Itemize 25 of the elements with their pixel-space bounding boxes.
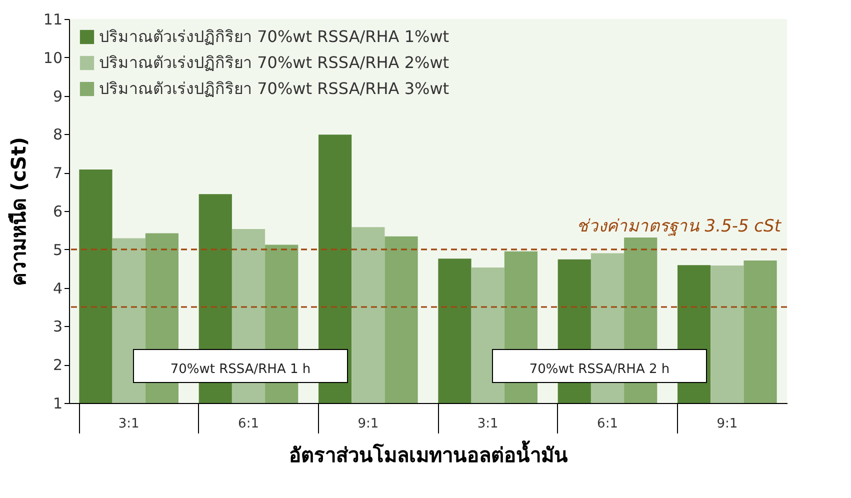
y-tick-label: 9	[52, 87, 62, 106]
y-tick-label: 1	[52, 394, 62, 412]
legend-label: ปริมาณตัวเร่งปฏิกิริยา 70%wt RSSA/RHA 3%wt	[99, 79, 450, 98]
y-tick-label: 5	[52, 240, 62, 259]
y-tick-label: 8	[52, 126, 62, 144]
x-tick-label: 6:1	[597, 416, 618, 432]
x-axis-title: อัตราส่วนโมลเมทานอลต่อน้ำมัน	[289, 440, 568, 467]
y-tick-label: 2	[52, 356, 62, 374]
x-tick-label: 9:1	[358, 416, 379, 432]
y-tick-label: 4	[52, 279, 62, 298]
x-tick-label: 3:1	[477, 416, 498, 432]
label-box: 70%wt RSSA/RHA 1 h	[132, 349, 348, 383]
x-tick-label: 6:1	[238, 416, 259, 432]
y-tick-label: 11	[43, 10, 62, 28]
legend-label: ปริมาณตัวเร่งปฏิกิริยา 70%wt RSSA/RHA 1%wt	[99, 27, 450, 46]
y-tick-label: 3	[52, 318, 62, 336]
y-axis-title: ความหนืด (cSt)	[6, 136, 30, 286]
legend-label: ปริมาณตัวเร่งปฏิกิริยา 70%wt RSSA/RHA 2%wt	[99, 53, 450, 72]
ref-line-label: ช่วงค่ามาตรฐาน 3.5-5 cSt	[576, 216, 782, 236]
x-tick-label: 3:1	[118, 416, 140, 432]
y-tick-label: 6	[52, 202, 62, 220]
label-box: 70%wt RSSA/RHA 2 h	[492, 349, 708, 383]
x-tick-label: 9:1	[716, 416, 738, 432]
y-tick-label: 10	[43, 48, 62, 67]
y-tick-label: 7	[52, 164, 62, 182]
